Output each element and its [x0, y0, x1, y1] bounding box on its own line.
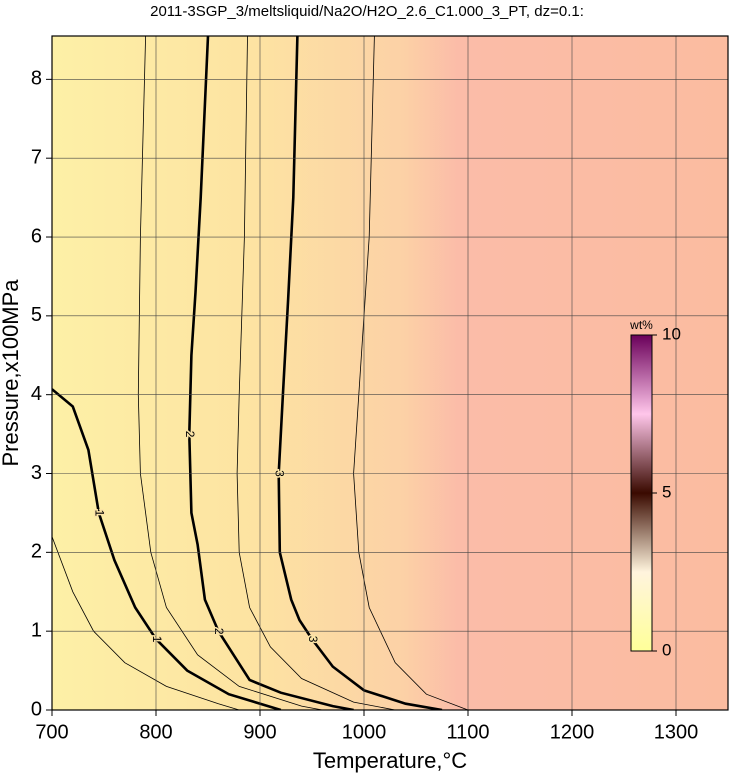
x-tick-label: 900: [243, 721, 276, 743]
y-tick-label: 3: [31, 462, 42, 484]
x-tick-label: 1100: [446, 721, 489, 743]
x-tick-label: 800: [139, 721, 172, 743]
chart-title: 2011-3SGP_3/meltsliquid/Na2O/H2O_2.6_C1.…: [150, 3, 584, 20]
y-tick-label: 5: [31, 304, 42, 326]
major-contour: [52, 388, 282, 710]
minor-contour: [52, 536, 240, 710]
plot-background: [52, 36, 728, 710]
x-axis-label: Temperature,°C: [313, 748, 467, 773]
y-tick-label: 4: [31, 383, 42, 405]
y-tick-label: 0: [31, 698, 42, 720]
colorbar-tick-label: 0: [662, 640, 671, 659]
colorbar: [630, 334, 653, 652]
contour-label: 3: [306, 636, 320, 643]
contour-label: 1: [93, 510, 107, 517]
y-tick-label: 8: [31, 68, 42, 90]
x-tick-label: 1300: [654, 721, 699, 743]
colorbar-tick-label: 10: [662, 324, 681, 343]
y-tick-label: 1: [31, 619, 42, 641]
y-tick-label: 6: [31, 225, 42, 247]
x-tick-label: 1200: [550, 721, 595, 743]
major-contour: [187, 36, 354, 710]
y-axis-label: Pressure,x100MPa: [0, 279, 23, 467]
colorbar-label: wt%: [629, 318, 653, 332]
contour-label: 1: [150, 636, 164, 643]
colorbar-tick-label: 5: [662, 482, 671, 501]
plot-frame: [51, 35, 729, 711]
contour-label: 2: [183, 431, 197, 438]
y-tick-label: 7: [31, 146, 42, 168]
x-tick-label: 700: [35, 721, 68, 743]
x-tick-label: 1000: [342, 721, 387, 743]
y-tick-label: 2: [31, 541, 42, 563]
